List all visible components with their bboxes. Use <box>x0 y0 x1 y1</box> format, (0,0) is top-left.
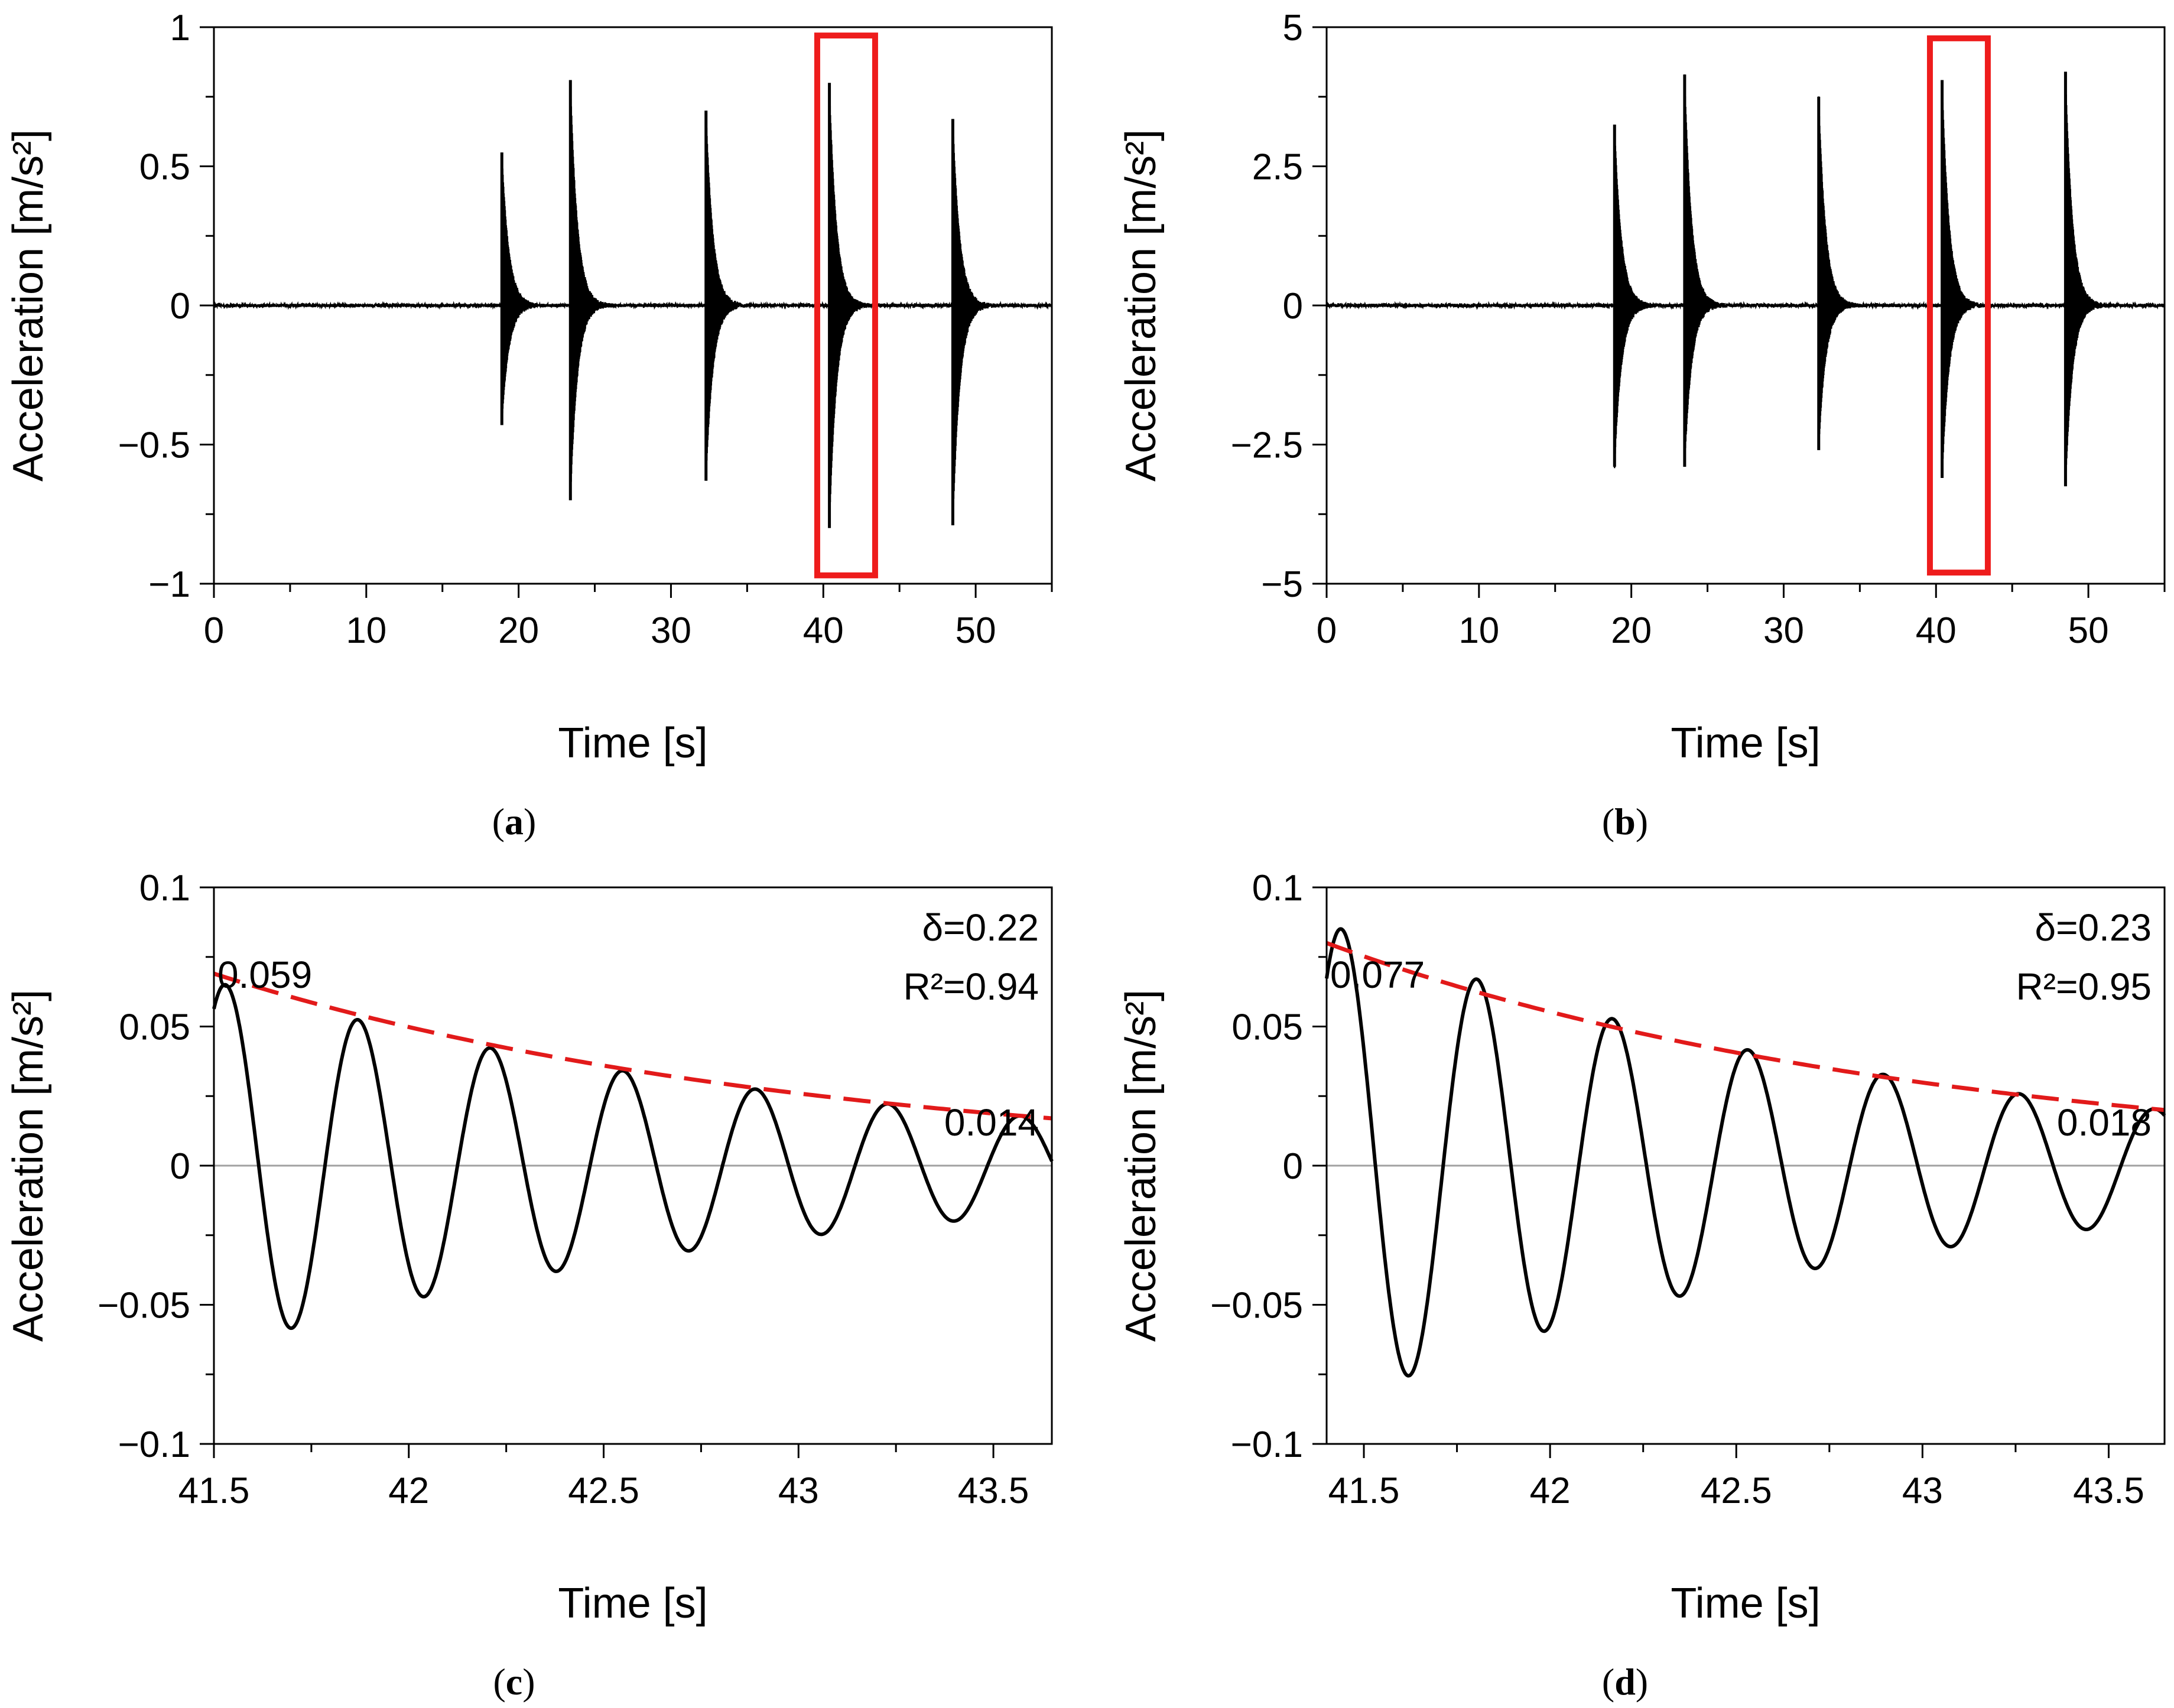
x-tick-label-1: 0 <box>204 610 224 651</box>
x-tick-label-6: 50 <box>956 610 996 651</box>
y-axis-title: Acceleration [m/s²] <box>1117 129 1165 482</box>
y-tick-label-2: −0.5 <box>118 425 190 466</box>
x-tick-label-3: 20 <box>1611 610 1652 651</box>
y-tick-label-4: 0.5 <box>139 147 190 188</box>
y-axis-title: Acceleration [m/s²] <box>5 990 52 1342</box>
x-axis-title: Time [s] <box>1671 1580 1820 1627</box>
x-tick-label-5: 40 <box>1916 610 1957 651</box>
panel-caption: (d) <box>1602 1661 1648 1703</box>
panel-caption-letter: d <box>1614 1661 1636 1703</box>
y-tick-label-1: −5 <box>1261 564 1303 605</box>
x-tick-label-5: 40 <box>803 610 844 651</box>
x-tick-label-1: 41.5 <box>1328 1470 1400 1511</box>
panel-caption-letter: a <box>505 801 524 842</box>
r-squared-label: R²=0.94 <box>904 965 1039 1008</box>
x-tick-label-2: 42 <box>388 1470 429 1511</box>
y-tick-label-5: 1 <box>170 8 190 48</box>
damping-delta-label: δ=0.23 <box>2035 906 2152 949</box>
y-tick-label-3: 0 <box>170 286 190 327</box>
y-tick-label-4: 2.5 <box>1252 147 1303 188</box>
highlight-box <box>1926 35 1991 576</box>
x-tick-label-5: 43.5 <box>958 1470 1029 1511</box>
first-peak-label: 0.077 <box>1330 954 1425 996</box>
chart-panel-d: δ=0.23 R²=0.95 0.077 0.018 41.5 42 42.5 43 43.5 −… <box>1117 868 2166 1703</box>
panel-caption: (b) <box>1602 801 1648 842</box>
first-peak-label: 0.059 <box>217 954 312 996</box>
acceleration-series <box>1326 74 2166 480</box>
y-tick-label-2: −2.5 <box>1231 425 1303 466</box>
y-tick-label-4: 0.05 <box>119 1007 190 1048</box>
x-axis-title: Time [s] <box>558 720 707 767</box>
x-axis-title: Time [s] <box>1671 720 1820 767</box>
y-tick-label-3: 0 <box>170 1146 190 1187</box>
y-tick-label-2: −0.05 <box>1210 1286 1303 1326</box>
y-tick-label-3: 0 <box>1283 286 1303 327</box>
x-tick-label-6: 50 <box>2068 610 2109 651</box>
panel-caption: (a) <box>492 801 537 842</box>
x-tick-label-4: 43 <box>778 1470 819 1511</box>
chart-panel-c: δ=0.22 R²=0.94 0.059 0.014 41.5 42 42.5 43 43.5 −… <box>5 868 1054 1703</box>
x-tick-label-4: 30 <box>1763 610 1804 651</box>
damping-delta-label: δ=0.22 <box>922 906 1039 949</box>
y-tick-label-1: −0.1 <box>1231 1424 1303 1465</box>
x-tick-label-2: 42 <box>1530 1470 1571 1511</box>
y-tick-label-3: 0 <box>1283 1146 1303 1187</box>
y-tick-label-1: −0.1 <box>118 1424 190 1465</box>
highlight-box <box>814 32 878 578</box>
x-tick-label-1: 0 <box>1317 610 1337 651</box>
x-tick-label-5: 43.5 <box>2073 1470 2144 1511</box>
acceleration-series <box>1325 927 2166 1378</box>
x-tick-label-1: 41.5 <box>178 1470 250 1511</box>
panel-caption: (c) <box>493 1661 535 1703</box>
y-tick-label-5: 0.1 <box>1252 868 1303 909</box>
x-tick-label-3: 42.5 <box>568 1470 639 1511</box>
last-peak-label: 0.014 <box>944 1101 1039 1144</box>
acceleration-series <box>212 982 1054 1330</box>
y-axis-title: Acceleration [m/s²] <box>1117 990 1165 1342</box>
decay-envelope <box>1325 941 2165 1112</box>
decay-envelope <box>213 971 1052 1121</box>
chart-panel-a: 0 10 20 30 40 50 −1 −0.5 0 0.5 1 Time [s] Accelerati… <box>5 8 1053 842</box>
x-tick-label-4: 43 <box>1902 1470 1943 1511</box>
x-tick-label-2: 10 <box>346 610 386 651</box>
acceleration-series <box>213 84 1053 522</box>
x-tick-label-4: 30 <box>651 610 691 651</box>
x-tick-label-2: 10 <box>1458 610 1499 651</box>
x-tick-label-3: 42.5 <box>1701 1470 1772 1511</box>
x-axis-title: Time [s] <box>558 1580 707 1627</box>
y-axis-title: Acceleration [m/s²] <box>5 129 52 482</box>
last-peak-label: 0.018 <box>2057 1101 2152 1144</box>
y-tick-label-4: 0.05 <box>1231 1007 1303 1048</box>
y-tick-label-5: 0.1 <box>139 868 190 909</box>
y-tick-label-2: −0.05 <box>98 1286 190 1326</box>
r-squared-label: R²=0.95 <box>2016 965 2152 1008</box>
y-tick-label-5: 5 <box>1283 8 1303 48</box>
y-tick-label-1: −1 <box>148 564 190 605</box>
panel-caption-letter: c <box>506 1661 522 1703</box>
chart-panel-b: 0 10 20 30 40 50 −5 −2.5 0 2.5 5 Time [s] Accelerati… <box>1117 8 2166 842</box>
x-tick-label-3: 20 <box>498 610 539 651</box>
panel-caption-letter: b <box>1614 801 1636 842</box>
